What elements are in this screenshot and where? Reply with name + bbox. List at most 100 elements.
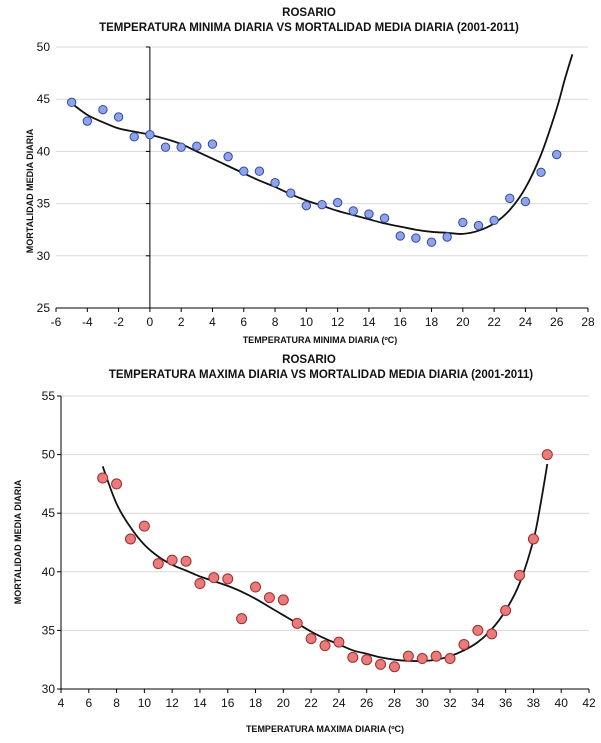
data-point	[332, 197, 343, 208]
x-tick-label: 6	[85, 696, 92, 710]
data-point	[301, 200, 312, 211]
data-point	[388, 661, 400, 673]
y-tick-label: 30	[37, 249, 51, 263]
y-axis-label: MORTALIDAD MEDIA DIARIA	[25, 128, 35, 253]
chart-subtitle: TEMPERATURA MAXIMA DIARIA VS MORTALIDAD …	[109, 369, 533, 381]
data-point	[444, 653, 456, 665]
y-tick-label: 50	[37, 40, 51, 54]
data-point	[180, 555, 192, 567]
data-point	[97, 472, 109, 484]
data-point	[361, 654, 373, 666]
x-tick-label: 2	[178, 315, 185, 329]
data-point	[395, 231, 405, 241]
data-point	[541, 449, 553, 461]
data-point	[375, 658, 387, 670]
x-tick-label: 10	[300, 315, 314, 329]
data-point	[152, 558, 164, 570]
data-point	[505, 193, 515, 204]
grid-lines	[56, 46, 588, 257]
data-point	[317, 199, 327, 210]
data-point	[333, 636, 345, 648]
data-point	[364, 209, 374, 219]
x-tick-label: 16	[394, 315, 408, 329]
x-tick-label: 26	[360, 696, 374, 710]
data-point	[160, 142, 171, 152]
x-tick-label: 12	[331, 315, 345, 329]
data-points	[66, 97, 562, 247]
x-tick-label: -2	[113, 315, 124, 329]
data-point	[348, 206, 358, 216]
data-point	[208, 572, 220, 584]
data-point	[402, 650, 414, 662]
data-point	[416, 653, 428, 665]
data-point	[129, 132, 139, 142]
x-tick-label: 22	[487, 315, 501, 329]
data-point	[527, 533, 539, 545]
x-tick-label: 42	[582, 696, 596, 710]
data-point	[82, 116, 92, 126]
x-tick-label: -4	[82, 315, 93, 329]
x-tick-label: 22	[304, 696, 318, 710]
x-tick-label: 24	[519, 315, 533, 329]
x-tick-label: 18	[425, 315, 439, 329]
x-tick-label: 28	[581, 315, 595, 329]
data-point	[236, 613, 248, 625]
data-point	[176, 142, 186, 152]
y-tick-label: 50	[42, 448, 56, 462]
data-point	[458, 217, 468, 228]
y-axis-label: MORTALIDAD MEDIA DIARIA	[13, 479, 23, 604]
data-point	[552, 149, 562, 160]
data-point	[192, 141, 202, 151]
data-points	[97, 449, 553, 673]
chart-maxima: ROSARIO TEMPERATURA MAXIMA DIARIA VS MOR…	[13, 354, 596, 734]
x-tick-label: 4	[209, 315, 216, 329]
data-point	[111, 478, 123, 490]
data-point	[254, 166, 265, 176]
data-point	[124, 533, 136, 545]
trend-line	[71, 54, 574, 235]
y-tick-label: 45	[37, 92, 51, 106]
data-point	[286, 188, 296, 198]
x-tick-label: 38	[527, 696, 541, 710]
data-point	[66, 97, 77, 108]
data-point	[411, 233, 421, 243]
x-tick-label: 10	[138, 696, 152, 710]
data-point	[239, 166, 249, 176]
x-tick-label: 4	[58, 696, 65, 710]
x-tick-label: 0	[147, 315, 154, 329]
y-tick-label: 40	[42, 565, 56, 579]
axes	[55, 46, 589, 312]
data-point	[486, 628, 498, 640]
x-tick-label: 26	[550, 315, 564, 329]
y-tick-label: 45	[42, 506, 56, 520]
data-point	[458, 638, 470, 650]
y-tick-label: 55	[42, 389, 56, 403]
data-point	[263, 592, 275, 604]
data-point	[514, 569, 526, 581]
data-point	[347, 651, 359, 663]
data-point	[222, 573, 234, 585]
data-point	[113, 112, 124, 122]
data-point	[430, 650, 442, 662]
data-point	[489, 215, 499, 226]
data-point	[277, 594, 289, 606]
x-tick-label: -6	[51, 315, 62, 329]
data-point	[520, 196, 531, 207]
data-point	[291, 617, 303, 629]
x-tick-label: 30	[416, 696, 430, 710]
x-tick-label: 32	[443, 696, 457, 710]
data-point	[442, 232, 452, 242]
x-tick-label: 6	[240, 315, 247, 329]
trend-line	[101, 463, 549, 662]
data-point	[426, 237, 437, 247]
chart-subtitle: TEMPERATURA MINIMA DIARIA VS MORTALIDAD …	[99, 22, 519, 34]
y-tick-label: 25	[37, 301, 51, 315]
x-tick-label: 20	[456, 315, 470, 329]
x-tick-label: 20	[277, 696, 291, 710]
x-tick-label: 28	[388, 696, 402, 710]
x-tick-label: 14	[193, 696, 207, 710]
y-tick-label: 35	[42, 623, 56, 637]
x-tick-label: 16	[221, 696, 235, 710]
data-point	[319, 640, 331, 652]
data-point	[472, 624, 484, 636]
